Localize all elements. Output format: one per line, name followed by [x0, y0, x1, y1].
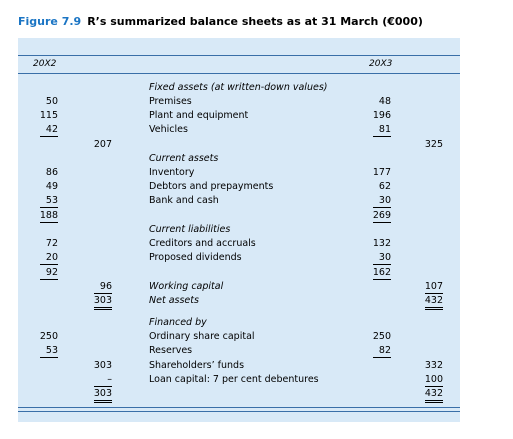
- row-label: Reserves: [149, 345, 193, 356]
- amount: 100: [424, 374, 443, 387]
- amount: 82: [373, 345, 391, 358]
- amount: 81: [373, 124, 391, 137]
- row-label: Current assets: [149, 153, 219, 164]
- rule: [18, 411, 460, 412]
- amount: –: [94, 374, 112, 387]
- amount: 42: [40, 124, 58, 137]
- row-label: Plant and equipment: [149, 110, 249, 121]
- row-label: Bank and cash: [149, 195, 219, 206]
- row-label: Net assets: [149, 295, 199, 306]
- amount: 30: [373, 195, 391, 208]
- amount: 48: [378, 96, 391, 107]
- figure-title: R’s summarized balance sheets as at 31 M…: [87, 15, 423, 28]
- amount: 188: [39, 210, 58, 223]
- row-label: Current liabilities: [149, 224, 231, 235]
- amount: 50: [45, 96, 58, 107]
- row-label: Vehicles: [149, 124, 188, 135]
- table-panel: [18, 38, 460, 422]
- row-label: Fixed assets (at written-down values): [149, 82, 328, 93]
- rule: [18, 55, 460, 56]
- year-header: 20X2: [33, 59, 57, 69]
- amount: 132: [372, 238, 391, 249]
- amount: 30: [373, 252, 391, 265]
- row-label: Premises: [149, 96, 192, 107]
- amount: 53: [40, 345, 58, 358]
- amount: 303: [93, 388, 112, 403]
- row-label: Inventory: [149, 167, 195, 178]
- row-label: Debtors and prepayments: [149, 181, 274, 192]
- row-label: Financed by: [149, 317, 207, 328]
- amount: 432: [424, 388, 443, 403]
- amount: 303: [93, 295, 112, 310]
- amount: 86: [45, 167, 58, 178]
- amount: 107: [424, 281, 443, 294]
- amount: 20: [40, 252, 58, 265]
- amount: 96: [94, 281, 112, 294]
- amount: 432: [424, 295, 443, 310]
- amount: 72: [45, 238, 58, 249]
- amount: 49: [45, 181, 58, 192]
- figure-caption: Figure 7.9 R’s summarized balance sheets …: [18, 15, 423, 28]
- rule: [18, 407, 460, 408]
- year-header: 20X3: [369, 59, 393, 69]
- amount: 250: [39, 331, 58, 342]
- amount: 196: [372, 110, 391, 121]
- row-label: Proposed dividends: [149, 252, 242, 263]
- amount: 269: [372, 210, 391, 223]
- row-label: Loan capital: 7 per cent debentures: [149, 374, 319, 385]
- row-label: Working capital: [149, 281, 224, 292]
- amount: 207: [93, 139, 112, 150]
- row-label: Shareholders’ funds: [149, 360, 245, 371]
- amount: 303: [93, 360, 112, 371]
- amount: 62: [378, 181, 391, 192]
- amount: 92: [40, 267, 58, 280]
- amount: 332: [424, 360, 443, 371]
- amount: 177: [372, 167, 391, 178]
- row-label: Creditors and accruals: [149, 238, 256, 249]
- figure-label: Figure 7.9: [18, 15, 82, 28]
- row-label: Ordinary share capital: [149, 331, 255, 342]
- amount: 325: [424, 139, 443, 150]
- amount: 53: [40, 195, 58, 208]
- amount: 250: [372, 331, 391, 342]
- amount: 162: [372, 267, 391, 280]
- rule: [18, 73, 460, 74]
- amount: 115: [39, 110, 58, 121]
